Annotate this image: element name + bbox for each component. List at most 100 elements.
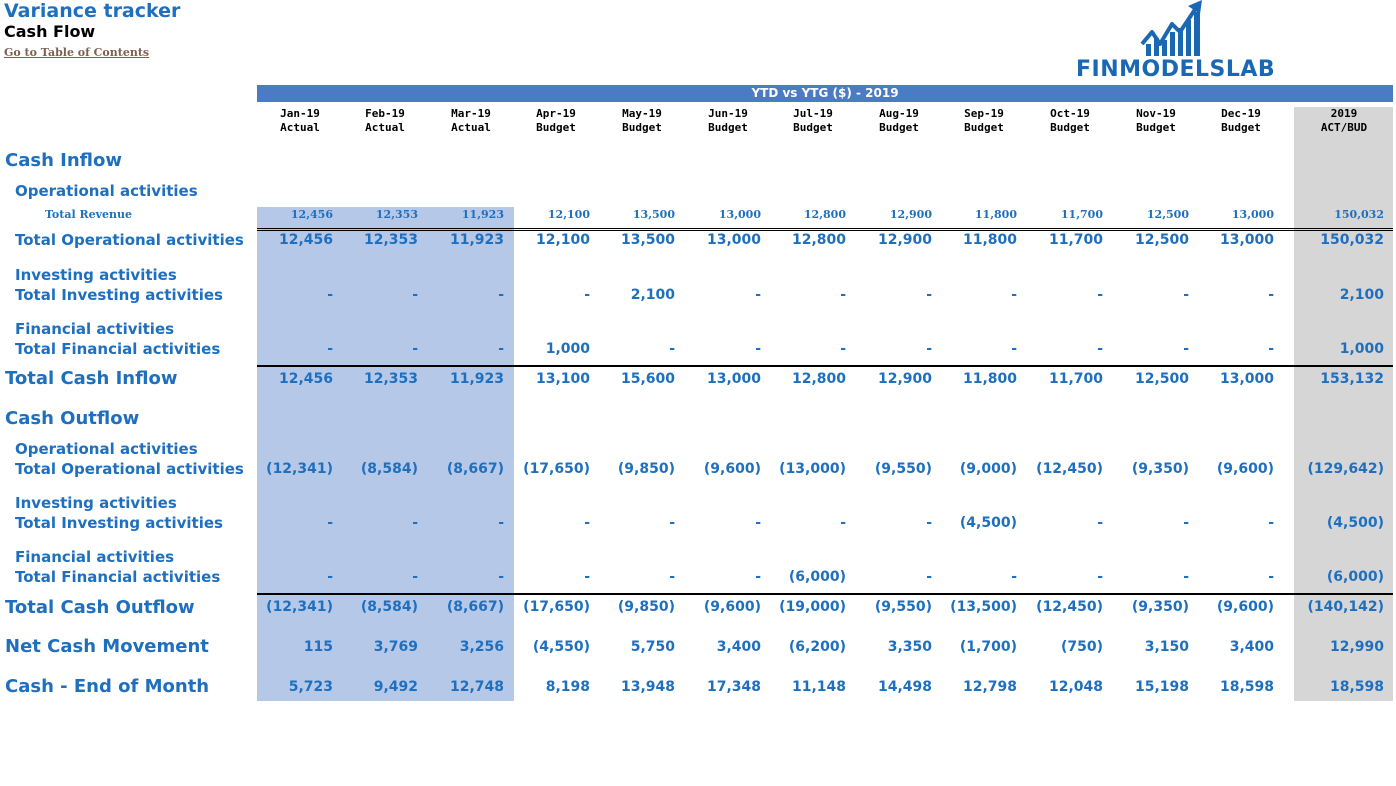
table-cell: (9,600)	[703, 599, 761, 615]
table-cell: 17,348	[706, 679, 761, 695]
column-month: Aug-19	[879, 107, 919, 120]
column-header-12: 2019 ACT/BUD	[1304, 107, 1384, 135]
column-header-8: Sep-19 Budget	[944, 107, 1024, 135]
column-kind: Budget	[1050, 121, 1090, 134]
group-inflow-investing: Investing activities	[15, 266, 177, 284]
table-cell: 13,000	[1231, 208, 1274, 221]
table-cell: -	[1097, 287, 1103, 303]
table-cell: -	[1097, 341, 1103, 357]
table-cell: 3,150	[1144, 639, 1189, 655]
label-outflow-fin-total: Total Financial activities	[15, 568, 221, 586]
table-cell: -	[1268, 515, 1274, 531]
column-kind: Budget	[708, 121, 748, 134]
column-kind: ACT/BUD	[1320, 121, 1368, 134]
table-cell: -	[1183, 569, 1189, 585]
table-cell: (13,000)	[779, 461, 846, 477]
column-header-7: Aug-19 Budget	[859, 107, 939, 135]
section-cash-outflow: Cash Outflow	[5, 408, 140, 429]
table-cell: 12,456	[278, 371, 333, 387]
table-cell: 12,456	[290, 208, 333, 221]
table-cell: (9,600)	[703, 461, 761, 477]
table-cell: (9,000)	[959, 461, 1017, 477]
table-cell: 12,500	[1146, 208, 1189, 221]
table-cell: 11,923	[449, 232, 504, 248]
table-cell: 11,923	[461, 208, 504, 221]
column-kind: Budget	[793, 121, 833, 134]
label-inflow-op-total: Total Operational activities	[15, 231, 244, 249]
label-net-cash-movement: Net Cash Movement	[5, 636, 209, 657]
table-cell: -	[1011, 341, 1017, 357]
report-subtitle: Cash Flow	[4, 22, 96, 41]
group-outflow-operational: Operational activities	[15, 440, 198, 458]
table-cell: 11,800	[962, 371, 1017, 387]
table-cell: 115	[303, 639, 333, 655]
table-cell: 13,500	[632, 208, 675, 221]
table-cell: 3,400	[716, 639, 761, 655]
table-cell: -	[498, 287, 504, 303]
table-cell: 12,048	[1048, 679, 1103, 695]
table-cell: 15,600	[620, 371, 675, 387]
table-cell: -	[412, 287, 418, 303]
table-cell: -	[926, 515, 932, 531]
rule-total-outflow	[257, 593, 1393, 595]
table-cell: (12,341)	[266, 461, 333, 477]
table-of-contents-link[interactable]: Go to Table of Contents	[4, 46, 150, 59]
table-cell: 11,700	[1048, 232, 1103, 248]
label-total-revenue: Total Revenue	[45, 208, 133, 221]
table-cell: -	[1011, 287, 1017, 303]
table-cell: -	[1183, 287, 1189, 303]
table-cell: -	[1011, 569, 1017, 585]
table-cell: -	[327, 569, 333, 585]
table-cell: 1,000	[1339, 341, 1384, 357]
table-cell: (9,600)	[1216, 599, 1274, 615]
table-cell: 12,748	[449, 679, 504, 695]
table-cell: -	[412, 515, 418, 531]
column-month: Dec-19	[1221, 107, 1261, 120]
table-cell: 150,032	[1320, 232, 1384, 248]
label-inflow-inv-total: Total Investing activities	[15, 286, 223, 304]
table-cell: (129,642)	[1307, 461, 1384, 477]
table-cell: -	[412, 569, 418, 585]
table-cell: (6,000)	[1326, 569, 1384, 585]
column-kind: Actual	[365, 121, 405, 134]
column-header-5: Jun-19 Budget	[688, 107, 768, 135]
column-kind: Actual	[280, 121, 320, 134]
table-cell: (9,350)	[1131, 599, 1189, 615]
table-cell: (17,650)	[523, 599, 590, 615]
table-cell: -	[755, 341, 761, 357]
label-total-cash-inflow: Total Cash Inflow	[5, 368, 178, 389]
column-month: Apr-19	[536, 107, 576, 120]
table-cell: (1,700)	[959, 639, 1017, 655]
table-cell: 11,148	[791, 679, 846, 695]
column-month: May-19	[622, 107, 662, 120]
table-cell: 12,800	[803, 208, 846, 221]
table-cell: 12,900	[889, 208, 932, 221]
column-month: Mar-19	[451, 107, 491, 120]
table-cell: -	[1183, 515, 1189, 531]
table-cell: 13,500	[620, 232, 675, 248]
column-kind: Budget	[536, 121, 576, 134]
table-cell: 12,353	[363, 371, 418, 387]
table-cell: 12,100	[547, 208, 590, 221]
table-cell: -	[327, 515, 333, 531]
table-cell: 12,900	[877, 232, 932, 248]
table-cell: (9,850)	[617, 599, 675, 615]
rule-revenue-double	[257, 230, 1393, 231]
column-kind: Budget	[1136, 121, 1176, 134]
column-month: Jun-19	[708, 107, 748, 120]
column-kind: Budget	[622, 121, 662, 134]
table-cell: -	[498, 515, 504, 531]
total-column-shade	[1294, 107, 1393, 701]
label-outflow-inv-total: Total Investing activities	[15, 514, 223, 532]
table-cell: (9,350)	[1131, 461, 1189, 477]
table-cell: 13,000	[1219, 232, 1274, 248]
table-cell: 11,700	[1060, 208, 1103, 221]
table-cell: -	[669, 341, 675, 357]
label-outflow-op-total: Total Operational activities	[15, 460, 244, 478]
column-kind: Budget	[1221, 121, 1261, 134]
table-cell: 12,100	[535, 232, 590, 248]
column-month: Feb-19	[365, 107, 405, 120]
column-month: Jul-19	[793, 107, 833, 120]
table-cell: -	[669, 515, 675, 531]
label-total-cash-outflow: Total Cash Outflow	[5, 597, 195, 618]
